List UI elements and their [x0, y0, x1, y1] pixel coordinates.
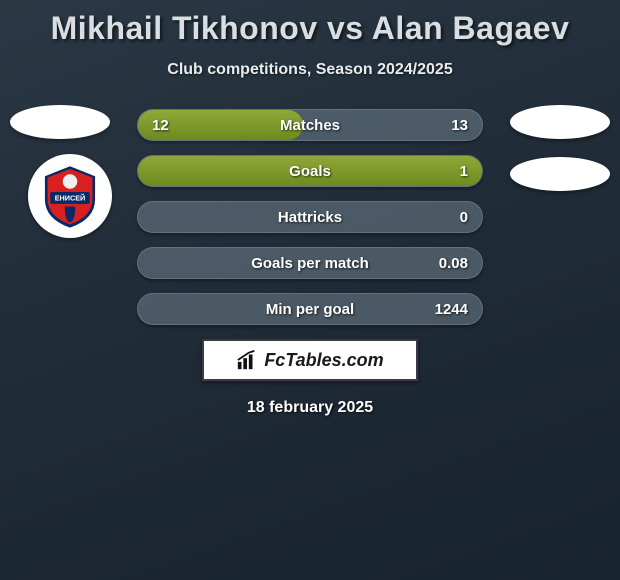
stat-left-value: 12 — [152, 117, 186, 134]
svg-text:ЕНИСЕЙ: ЕНИСЕЙ — [55, 194, 86, 203]
stat-row: 12 Matches 13 — [137, 109, 483, 141]
stat-label: Goals per match — [186, 255, 434, 272]
stat-row: Min per goal 1244 — [137, 293, 483, 325]
stat-row: Goals per match 0.08 — [137, 247, 483, 279]
stat-right-value: 0 — [434, 209, 468, 226]
brand-badge: FcTables.com — [202, 339, 418, 381]
stat-label: Matches — [186, 117, 434, 134]
page-title: Mikhail Tikhonov vs Alan Bagaev — [0, 0, 620, 47]
player-right-avatar-2 — [510, 157, 610, 191]
club-badge: ЕНИСЕЙ — [28, 154, 112, 238]
player-left-avatar — [10, 105, 110, 139]
subtitle: Club competitions, Season 2024/2025 — [0, 61, 620, 79]
brand-text: FcTables.com — [264, 350, 383, 371]
stat-right-value: 0.08 — [434, 255, 468, 272]
stat-right-value: 1 — [434, 163, 468, 180]
stat-row: Goals 1 — [137, 155, 483, 187]
stat-label: Min per goal — [186, 301, 434, 318]
comparison-panel: ЕНИСЕЙ 12 Matches 13 Goals 1 Hattricks 0… — [0, 109, 620, 417]
stat-label: Goals — [186, 163, 434, 180]
chart-icon — [236, 349, 258, 371]
date-text: 18 february 2025 — [0, 399, 620, 417]
stat-right-value: 1244 — [434, 301, 468, 318]
stat-row: Hattricks 0 — [137, 201, 483, 233]
stat-right-value: 13 — [434, 117, 468, 134]
stat-label: Hattricks — [186, 209, 434, 226]
stats-rows: 12 Matches 13 Goals 1 Hattricks 0 Goals … — [137, 109, 483, 325]
player-right-avatar-1 — [510, 105, 610, 139]
